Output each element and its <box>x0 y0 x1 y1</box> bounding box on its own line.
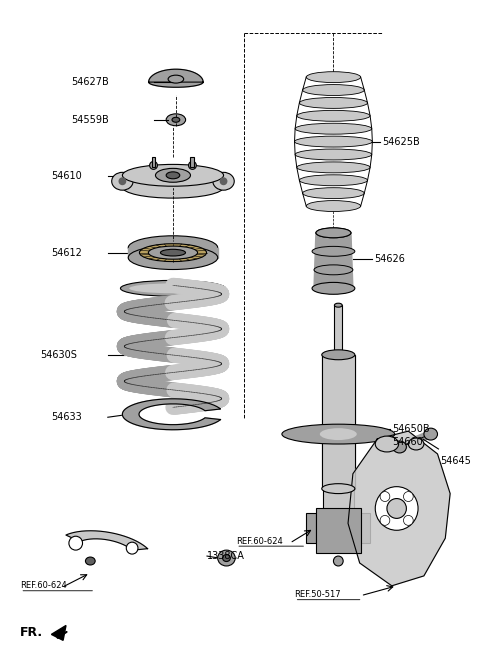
Bar <box>335 306 342 355</box>
Ellipse shape <box>148 246 198 260</box>
Ellipse shape <box>302 85 364 95</box>
Ellipse shape <box>282 424 395 444</box>
Ellipse shape <box>306 72 360 83</box>
Ellipse shape <box>424 428 437 440</box>
Ellipse shape <box>295 124 372 134</box>
Text: REF.60-624: REF.60-624 <box>20 581 67 590</box>
Ellipse shape <box>69 536 83 550</box>
Text: REF.60-624: REF.60-624 <box>236 537 283 546</box>
Polygon shape <box>51 625 66 641</box>
Ellipse shape <box>295 149 372 160</box>
Polygon shape <box>66 531 147 551</box>
Ellipse shape <box>404 516 413 526</box>
Text: 54660: 54660 <box>392 437 422 447</box>
Ellipse shape <box>316 228 351 238</box>
Text: 54650B: 54650B <box>392 424 430 434</box>
Ellipse shape <box>166 114 186 125</box>
Ellipse shape <box>312 246 355 256</box>
Bar <box>316 509 360 553</box>
Ellipse shape <box>128 246 218 269</box>
Ellipse shape <box>156 168 191 182</box>
Ellipse shape <box>189 162 196 170</box>
Polygon shape <box>122 175 224 187</box>
Ellipse shape <box>380 516 390 526</box>
Ellipse shape <box>150 162 157 170</box>
Ellipse shape <box>218 550 235 566</box>
Ellipse shape <box>122 176 224 198</box>
Text: 54627B: 54627B <box>71 77 108 87</box>
Ellipse shape <box>393 441 407 453</box>
Ellipse shape <box>139 244 206 261</box>
Ellipse shape <box>112 172 133 190</box>
Ellipse shape <box>126 542 138 554</box>
Text: FR.: FR. <box>20 626 43 639</box>
Text: 54559B: 54559B <box>71 115 108 125</box>
Ellipse shape <box>295 136 372 147</box>
Ellipse shape <box>375 436 398 452</box>
Ellipse shape <box>223 555 230 562</box>
Ellipse shape <box>168 75 184 83</box>
Ellipse shape <box>314 265 353 275</box>
Ellipse shape <box>335 304 342 307</box>
Ellipse shape <box>322 484 355 493</box>
Bar <box>322 355 355 489</box>
Text: 54645: 54645 <box>441 456 471 466</box>
Ellipse shape <box>302 188 364 198</box>
Polygon shape <box>122 399 220 430</box>
Ellipse shape <box>320 428 357 440</box>
Ellipse shape <box>322 350 355 360</box>
Ellipse shape <box>404 491 413 501</box>
Ellipse shape <box>128 236 218 260</box>
Ellipse shape <box>129 283 217 293</box>
Bar <box>191 158 194 168</box>
Ellipse shape <box>387 499 407 518</box>
Text: 54610: 54610 <box>51 171 82 181</box>
Bar <box>360 513 371 543</box>
Text: 54625B: 54625B <box>382 137 420 147</box>
Ellipse shape <box>297 110 370 122</box>
Bar <box>323 489 354 528</box>
Text: 54633: 54633 <box>51 412 82 422</box>
Polygon shape <box>128 248 218 258</box>
Ellipse shape <box>380 491 390 501</box>
Ellipse shape <box>300 97 368 108</box>
Ellipse shape <box>408 438 424 450</box>
Polygon shape <box>314 233 353 288</box>
Bar <box>152 158 156 168</box>
Ellipse shape <box>213 172 234 190</box>
Ellipse shape <box>334 556 343 566</box>
Polygon shape <box>322 355 355 489</box>
Text: 54630S: 54630S <box>40 350 77 360</box>
Ellipse shape <box>297 162 370 173</box>
Polygon shape <box>348 431 450 586</box>
Ellipse shape <box>300 175 368 186</box>
Ellipse shape <box>122 164 224 186</box>
Ellipse shape <box>306 200 360 212</box>
Ellipse shape <box>119 177 126 185</box>
Ellipse shape <box>316 228 351 238</box>
Polygon shape <box>149 69 203 87</box>
Ellipse shape <box>220 177 228 185</box>
Text: REF.50-517: REF.50-517 <box>295 590 341 599</box>
Ellipse shape <box>120 281 226 296</box>
Ellipse shape <box>316 283 351 293</box>
Text: 54626: 54626 <box>374 254 405 263</box>
Ellipse shape <box>375 487 418 530</box>
Bar <box>306 513 316 543</box>
Ellipse shape <box>85 557 95 565</box>
Text: 54612: 54612 <box>51 248 82 258</box>
Ellipse shape <box>166 172 180 179</box>
Text: 1338CA: 1338CA <box>207 551 245 561</box>
Ellipse shape <box>312 283 355 294</box>
Ellipse shape <box>172 118 180 122</box>
Ellipse shape <box>160 249 185 256</box>
